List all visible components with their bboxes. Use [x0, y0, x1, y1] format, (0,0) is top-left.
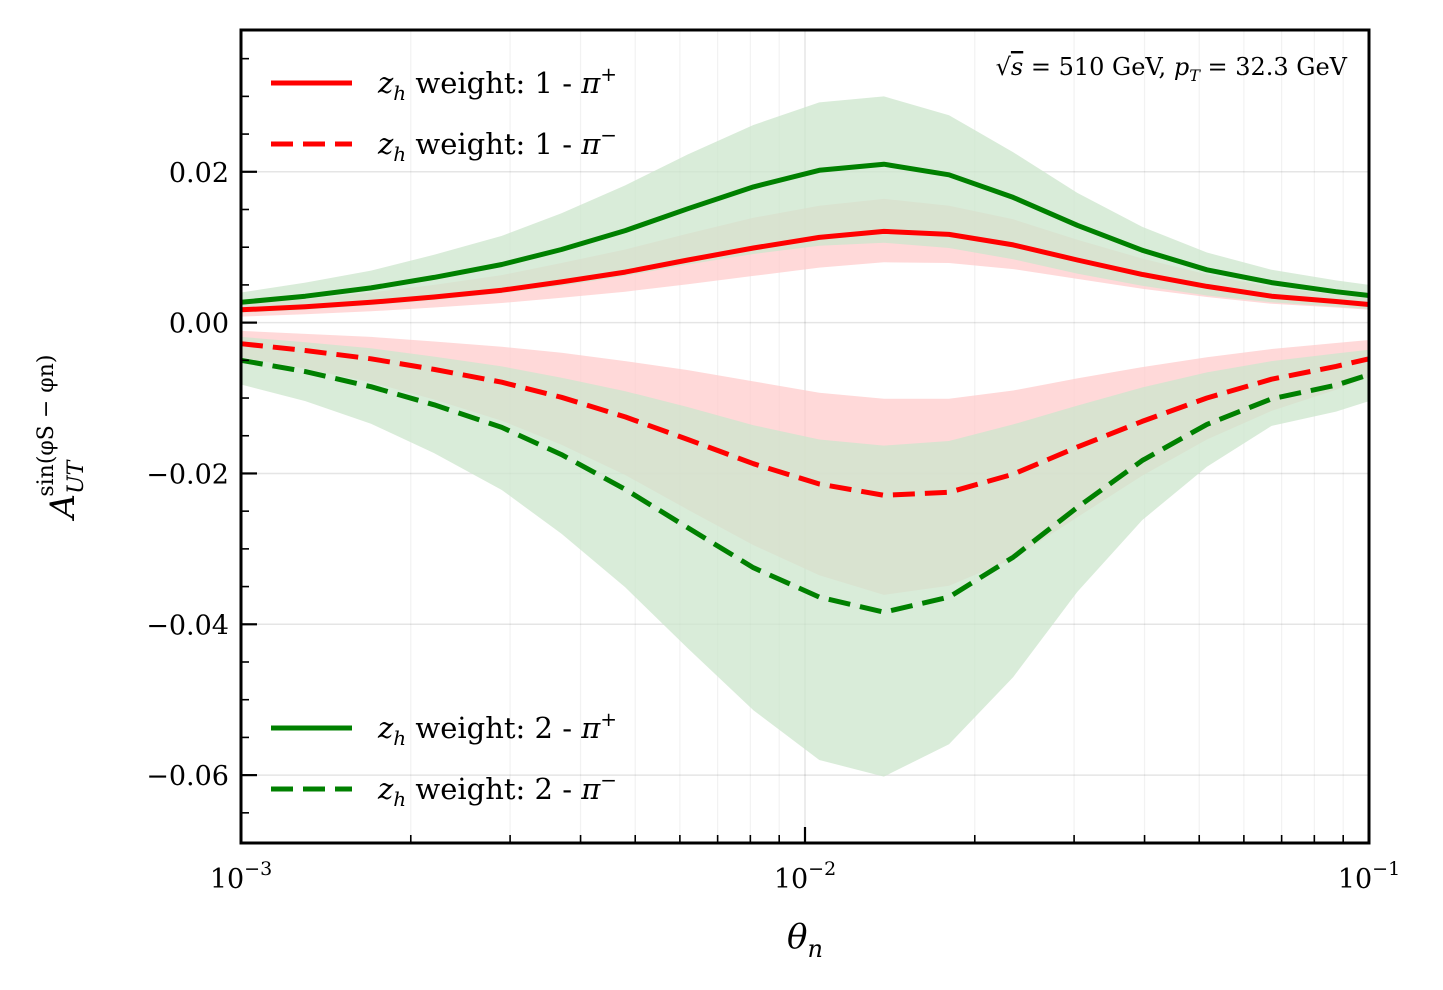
series-lines: [240, 161, 1370, 615]
uncertainty-band-3: [241, 336, 1369, 777]
legend-top: zh weight: 1 - π+ zh weight: 1 - π−: [271, 62, 617, 166]
series-line-3: [240, 357, 1370, 615]
series-line-1: [240, 341, 1370, 498]
legend-entry: zh weight: 2 - π+: [377, 707, 617, 750]
legend-entry: zh weight: 1 - π−: [377, 123, 617, 166]
y-tick-label: −0.04: [146, 610, 229, 641]
axis-ticks: [239, 57, 1371, 843]
energy-annotation: √s = 510 GeV, pT = 32.3 GeV: [996, 53, 1348, 85]
x-tick-label: 10−3: [210, 858, 272, 895]
legend-entry: zh weight: 2 - π−: [377, 768, 617, 811]
y-tick-label: 0.00: [169, 309, 229, 340]
legend-entry: zh weight: 1 - π+: [377, 62, 617, 105]
legend-bottom: zh weight: 2 - π+ zh weight: 2 - π−: [271, 707, 617, 811]
y-tick-label: −0.06: [146, 761, 229, 792]
series-line-0: [240, 228, 1370, 313]
y-axis-label: AUTsin(φS − φn): [34, 355, 89, 522]
series-line-2: [240, 161, 1370, 305]
x-tick-label: 10−2: [774, 858, 836, 895]
x-tick-label: 10−1: [1338, 858, 1400, 895]
x-axis-label: θn: [787, 917, 823, 963]
tick-labels: 10−3 10−2 10−1 0.02 0.00 −0.02 −0.04 −0.06: [146, 158, 1400, 895]
y-tick-label: 0.02: [169, 158, 229, 189]
y-tick-label: −0.02: [146, 459, 229, 490]
